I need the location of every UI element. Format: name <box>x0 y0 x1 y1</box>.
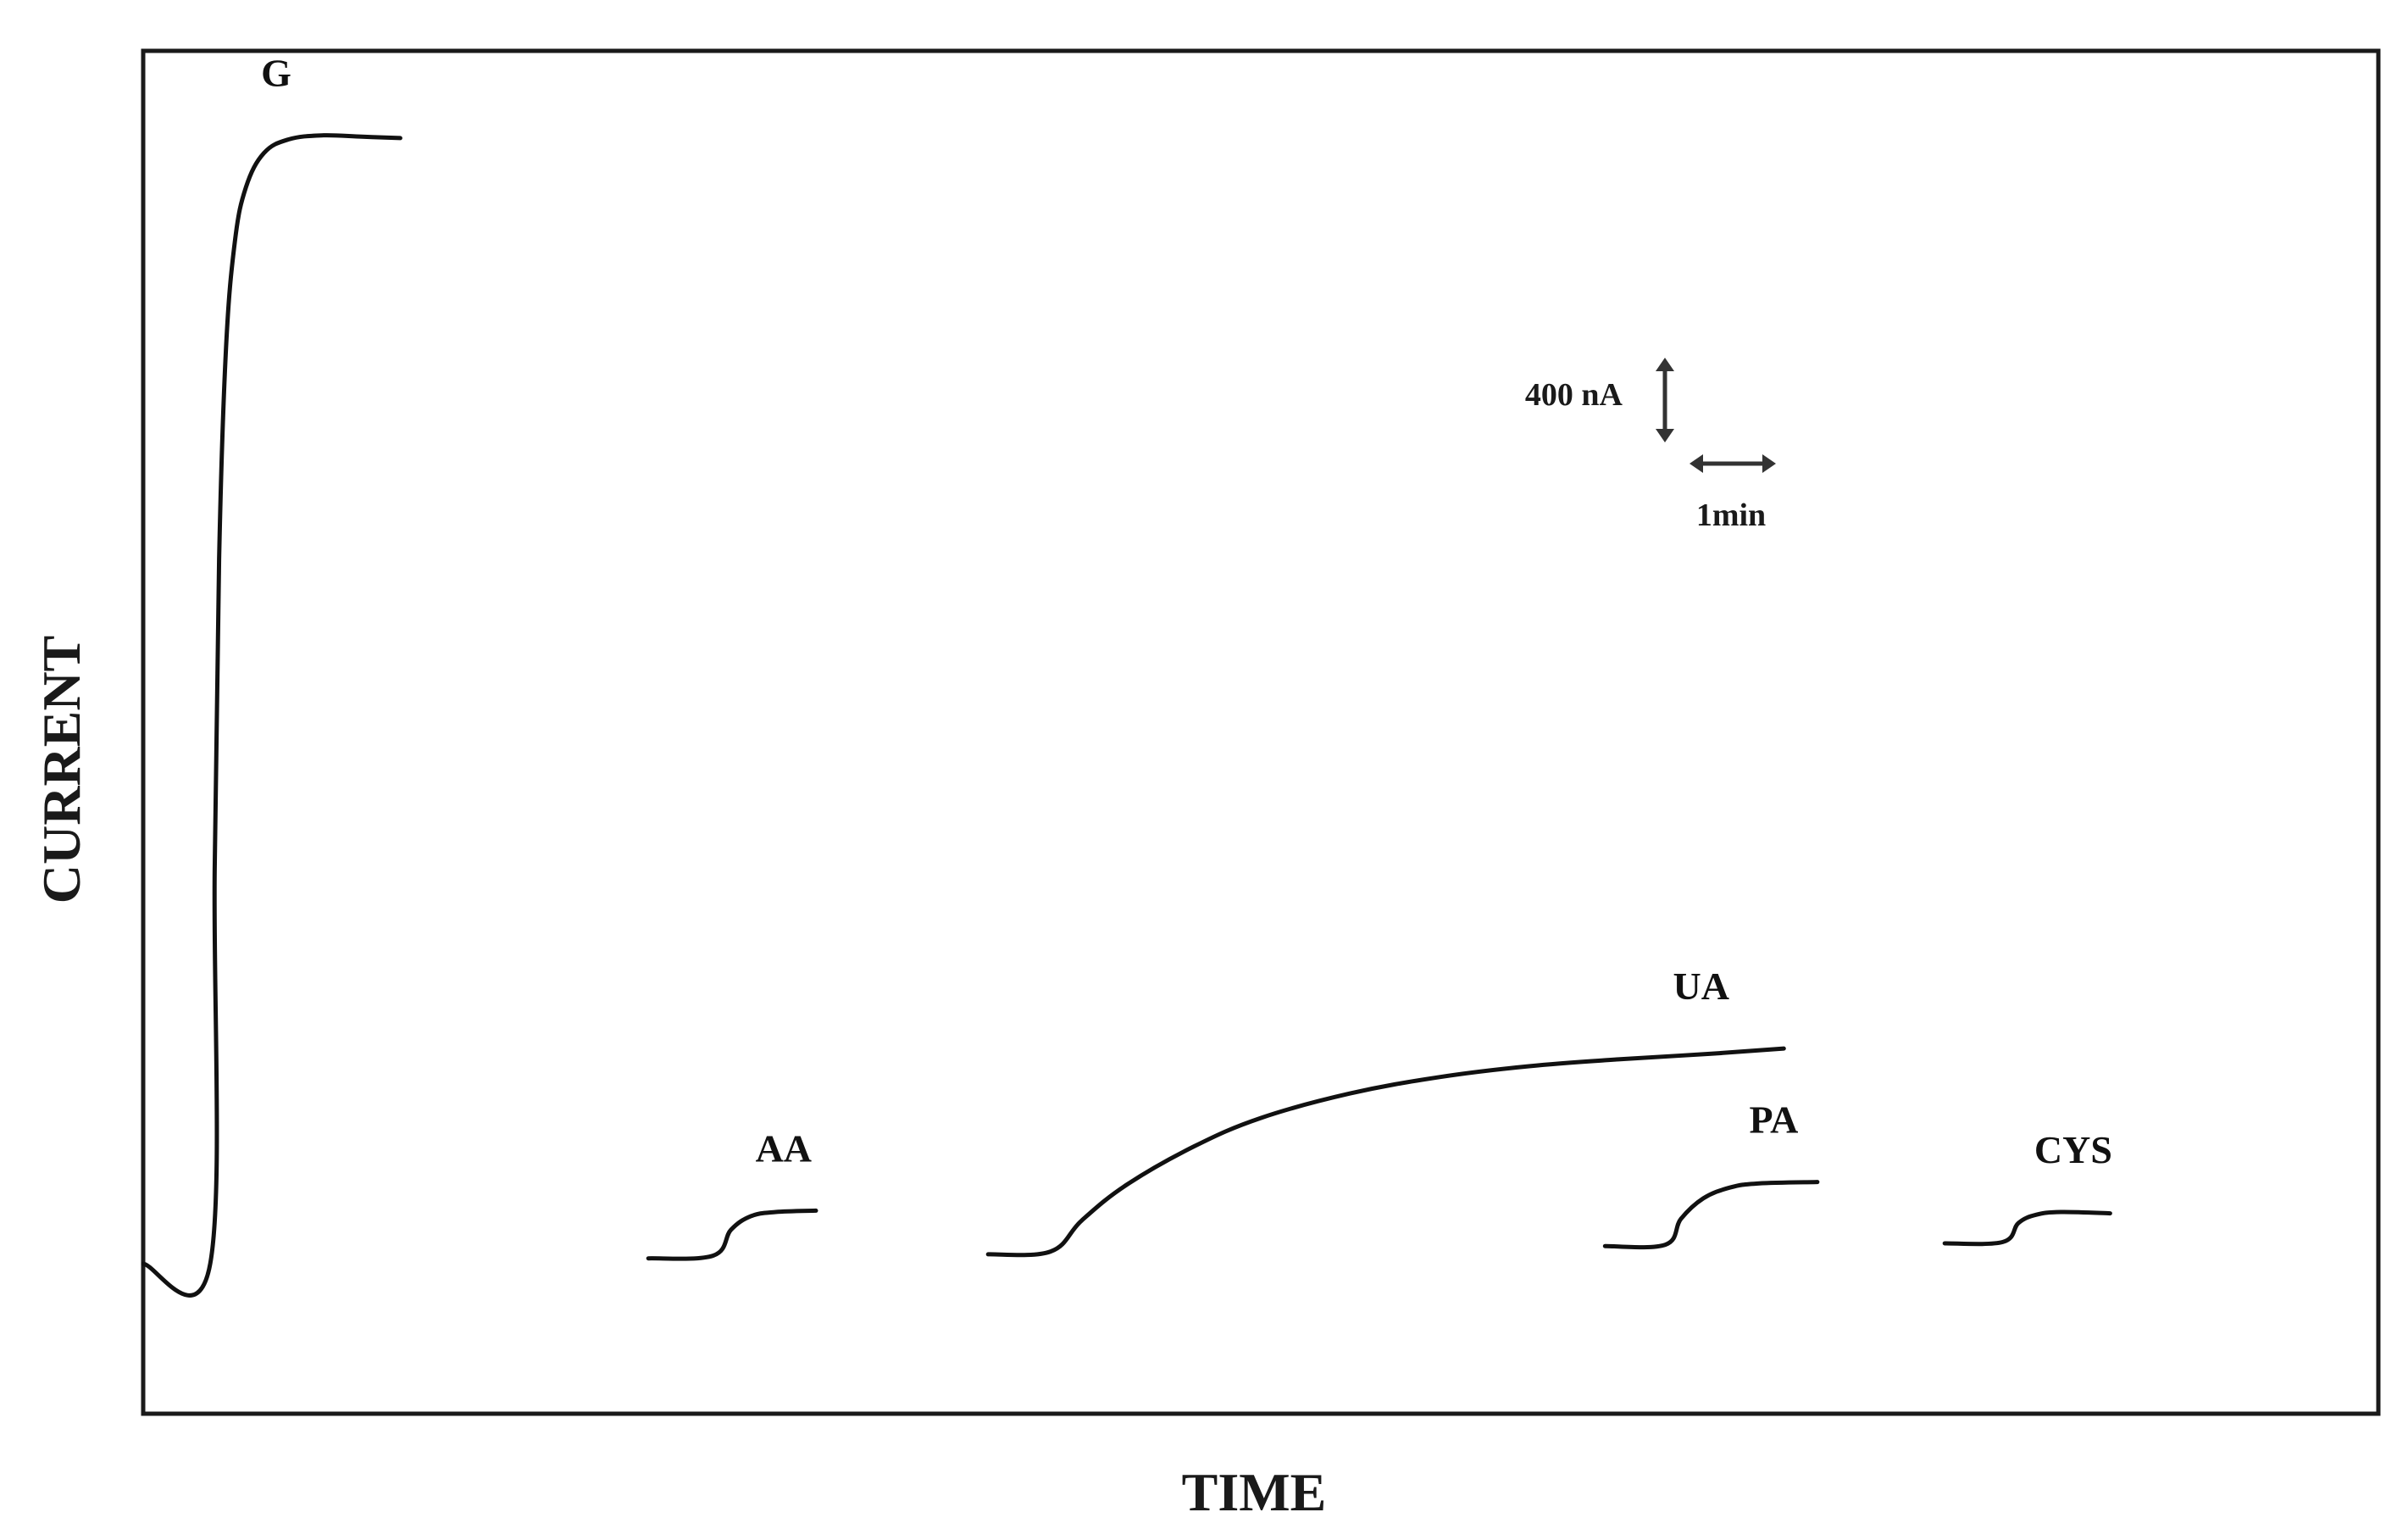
series-layer <box>141 133 2112 1298</box>
y-axis-label: CURRENT <box>31 636 92 903</box>
time-scale-bar <box>1689 454 1776 473</box>
x-axis-label: TIME <box>1182 1462 1327 1522</box>
series-label-cys: CYS <box>2034 1128 2112 1171</box>
series-line-cys <box>1942 1209 2112 1247</box>
series-label-ua: UA <box>1673 965 1728 1008</box>
current-scale-label: 400 nA <box>1525 377 1623 413</box>
time-scale-label: 1min <box>1696 498 1766 533</box>
series-line-aa <box>646 1208 818 1261</box>
series-label-g: G <box>261 52 291 95</box>
series-label-aa: AA <box>756 1126 812 1170</box>
current-scale-bar <box>1656 358 1674 442</box>
series-line-pa <box>1602 1180 1820 1250</box>
series-label-pa: PA <box>1749 1098 1798 1142</box>
series-line-ua <box>985 1046 1786 1258</box>
series-label-layer: G AA UA PA CYS <box>261 52 2112 1171</box>
plot-frame <box>141 48 2381 1416</box>
series-line-g <box>141 133 402 1298</box>
